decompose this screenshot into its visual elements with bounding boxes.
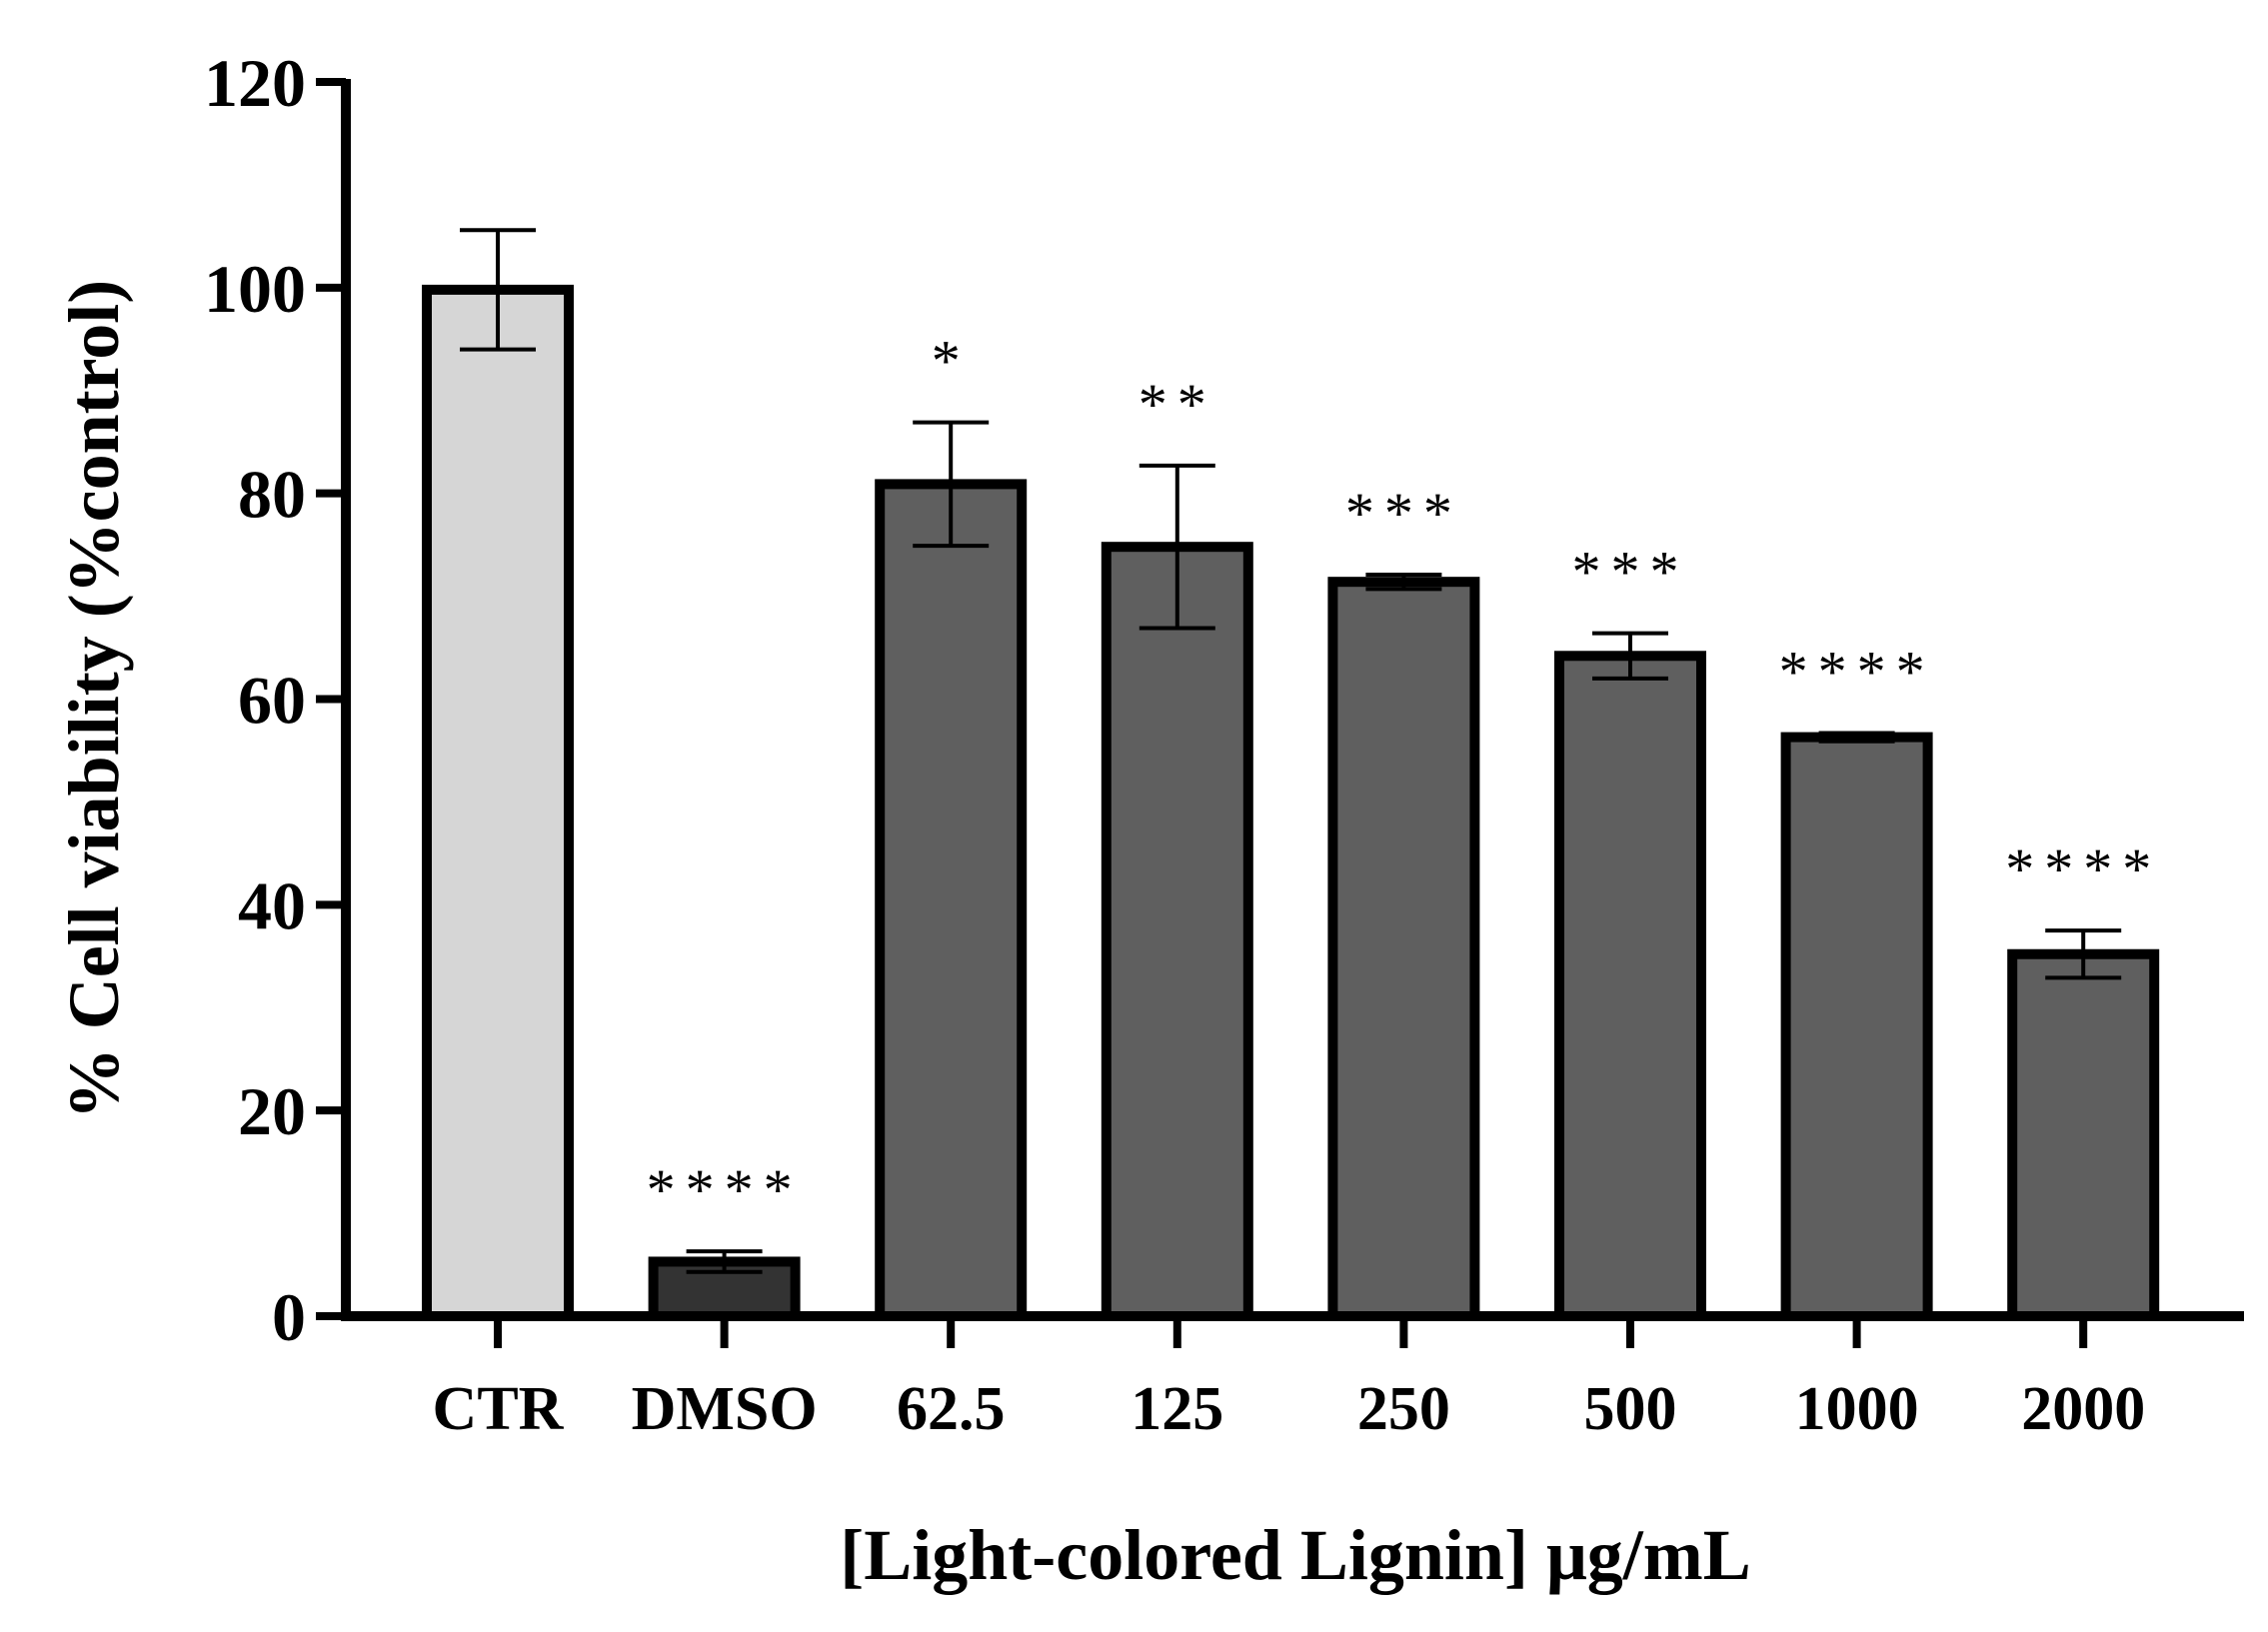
error-bar — [913, 420, 990, 549]
significance-label: **** — [2005, 836, 2161, 901]
x-tick-label: 62.5 — [897, 1375, 1006, 1443]
significance-label: **** — [647, 1157, 803, 1222]
bar — [2007, 948, 2160, 1321]
error-bar — [460, 228, 536, 352]
error-bar — [2045, 928, 2122, 980]
error-bar — [1365, 572, 1442, 592]
error-bar — [1592, 631, 1668, 681]
bar — [1554, 651, 1706, 1321]
y-tick-label: 120 — [204, 45, 306, 121]
bar — [1327, 577, 1480, 1321]
significance-label: **** — [1779, 639, 1935, 704]
y-tick-label: 60 — [238, 663, 306, 739]
bar — [1780, 732, 1933, 1321]
error-bar — [1138, 463, 1215, 631]
bar — [875, 479, 1028, 1321]
error-bars-group — [460, 228, 2122, 1274]
y-tick-label: 80 — [238, 457, 306, 533]
x-tick-label: 2000 — [2021, 1375, 2145, 1443]
y-tick-label: 40 — [238, 867, 306, 943]
significance-label: ** — [1138, 372, 1216, 437]
axes-group — [341, 79, 2244, 1321]
y-tick-label: 20 — [238, 1073, 306, 1149]
x-tick-label: CTR — [433, 1375, 565, 1443]
x-tick-label: 500 — [1584, 1375, 1677, 1443]
y-axis-title: % Cell viability (%control) — [54, 280, 134, 1120]
bar — [1101, 542, 1253, 1321]
significance-label: *** — [1572, 540, 1689, 605]
bar — [422, 284, 574, 1321]
x-tick-label: 250 — [1357, 1375, 1450, 1443]
significance-label: *** — [1345, 481, 1462, 546]
x-axis-title: [Light-colored Lignin] μg/mL — [840, 1515, 1751, 1595]
y-ticks-group: 0 20 40 60 80 100 120 — [204, 45, 346, 1355]
x-tick-label: 125 — [1131, 1375, 1223, 1443]
y-tick-label: 0 — [272, 1279, 306, 1355]
error-bar — [686, 1249, 763, 1274]
x-tick-label: 1000 — [1795, 1375, 1919, 1443]
y-tick-label: 100 — [204, 251, 306, 327]
x-tick-label: DMSO — [632, 1375, 818, 1443]
significance-group: ********************* — [647, 329, 2161, 1223]
significance-label: * — [932, 329, 971, 394]
x-ticks-group: CTR DMSO 62.5 125 250 500 1000 2000 — [433, 1316, 2145, 1443]
error-bar — [1818, 731, 1895, 744]
